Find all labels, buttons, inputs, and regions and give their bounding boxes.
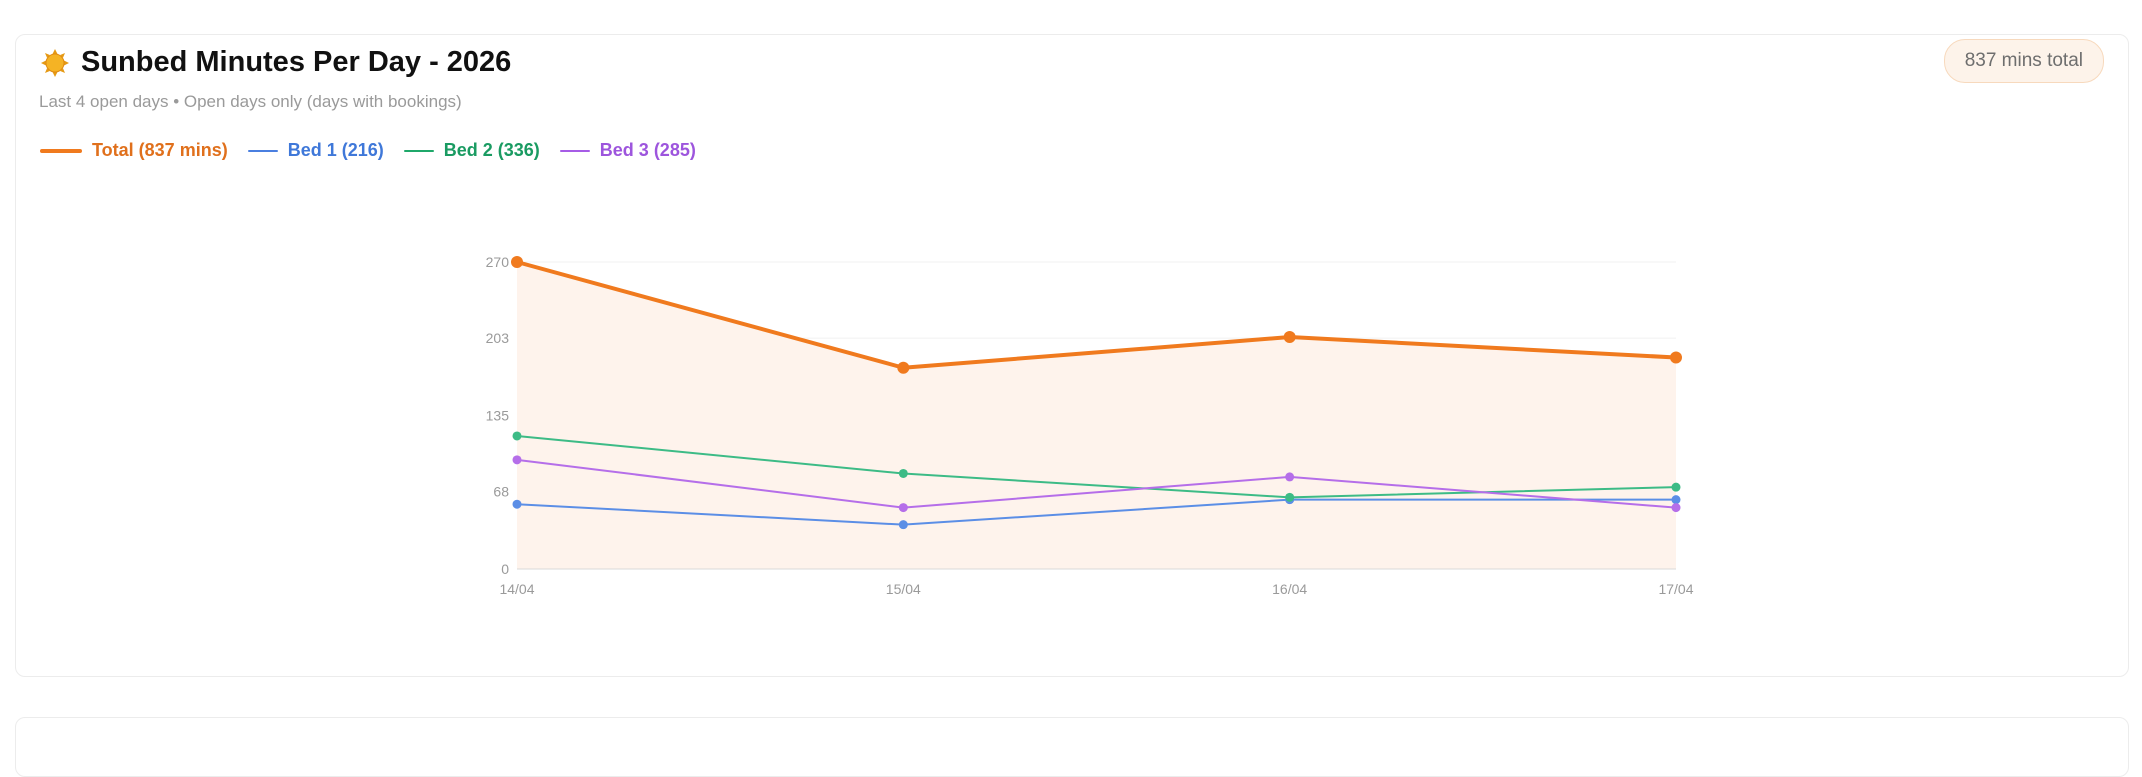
point-bed-3-2 — [1285, 472, 1295, 482]
legend-label-total: Total (837 mins) — [92, 140, 228, 160]
point-bed-2-1 — [898, 468, 908, 478]
legend-swatch-bed-1 — [247, 149, 278, 152]
legend-label-bed-1: Bed 1 (216) — [287, 140, 384, 160]
legend-swatch-bed-2 — [403, 149, 434, 152]
y-tick-label-0: 0 — [501, 561, 509, 577]
point-total-2 — [1283, 331, 1296, 344]
point-bed-3-3 — [1671, 503, 1681, 513]
series-line-bed-1 — [516, 498, 1677, 526]
chart-title: Sunbed Minutes Per Day - 2026 — [81, 46, 512, 78]
y-tick-label-135: 135 — [486, 408, 510, 424]
point-total-0 — [511, 256, 523, 268]
card-header: Sunbed Minutes Per Day - 2026 — [41, 46, 511, 79]
x-tick-label-2: 16/04 — [1272, 581, 1307, 597]
area-total — [517, 262, 1676, 569]
point-bed-3-0 — [512, 455, 522, 465]
series-line-bed-3 — [516, 458, 1677, 509]
legend-label-bed-3: Bed 3 (285) — [599, 140, 696, 160]
point-bed-3-1 — [898, 503, 908, 513]
series-line-total — [515, 260, 1678, 370]
point-bed-2-2 — [1285, 492, 1295, 502]
chart-legend: Total (837 mins) Bed 1 (216) Bed 2 (336)… — [40, 140, 716, 161]
y-tick-label-203: 203 — [486, 330, 510, 346]
x-tick-label-1: 15/04 — [886, 581, 921, 597]
legend-label-bed-2: Bed 2 (336) — [443, 140, 540, 160]
point-total-3 — [1670, 351, 1682, 364]
total-badge: 837 mins total — [1943, 39, 2104, 83]
line-chart: 0 68 135 203 270 14/04 15/04 16/04 17/04 — [486, 254, 1694, 597]
point-bed-1-3 — [1671, 495, 1681, 505]
point-bed-1-1 — [898, 520, 908, 530]
point-bed-2-3 — [1671, 482, 1681, 492]
point-bed-1-0 — [512, 499, 522, 509]
legend-swatch-total — [40, 148, 82, 153]
x-tick-label-0: 14/04 — [499, 581, 534, 597]
legend-item-bed-1[interactable]: Bed 1 (216) — [247, 140, 384, 161]
y-tick-label-68: 68 — [493, 484, 509, 500]
legend-item-bed-3[interactable]: Bed 3 (285) — [559, 140, 696, 161]
legend-swatch-bed-3 — [559, 149, 590, 152]
legend-item-bed-2[interactable]: Bed 2 (336) — [403, 140, 540, 161]
point-bed-2-0 — [512, 431, 522, 441]
chart-subtitle: Last 4 open days • Open days only (days … — [39, 92, 462, 111]
y-tick-label-270: 270 — [486, 254, 510, 270]
legend-item-total[interactable]: Total (837 mins) — [40, 140, 228, 161]
x-tick-label-3: 17/04 — [1658, 581, 1693, 597]
sun-icon — [41, 48, 69, 77]
point-total-1 — [897, 361, 910, 374]
